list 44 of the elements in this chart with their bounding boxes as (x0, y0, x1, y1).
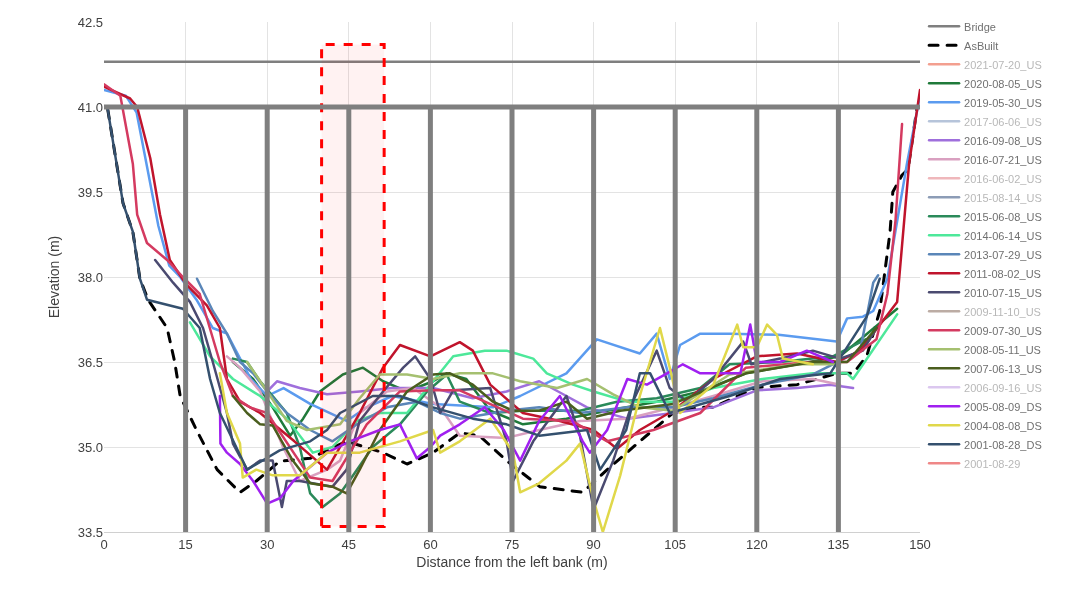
x-tick-label: 60 (423, 536, 438, 552)
legend-label: 2005-08-09_DS (964, 400, 1042, 413)
legend-label: 2015-06-08_US (964, 210, 1042, 223)
x-tick-label: 45 (341, 536, 357, 552)
legend-label: 2013-07-29_US (964, 248, 1042, 261)
legend-label: AsBuilt (964, 39, 999, 52)
x-axis-title: Distance from the left bank (m) (416, 553, 608, 570)
y-tick-label: 39.5 (77, 184, 103, 200)
y-tick-label: 35.0 (77, 439, 103, 455)
x-tick-label: 120 (745, 536, 768, 552)
y-tick-label: 42.5 (77, 14, 103, 30)
legend-label: 2021-07-20_US (964, 58, 1042, 71)
legend-label: 2004-08-08_DS (964, 419, 1042, 432)
legend-label: 2015-08-14_US (964, 191, 1042, 204)
legend-label: 2014-06-14_US (964, 229, 1042, 242)
x-tick-label: 150 (909, 536, 931, 552)
y-tick-label: 38.0 (77, 269, 103, 285)
x-tick-label: 15 (178, 536, 193, 552)
legend-label: 2020-08-05_US (964, 77, 1042, 90)
legend-label: 2010-07-15_US (964, 286, 1042, 299)
x-tick-label: 75 (504, 536, 520, 552)
legend-label: 2001-08-28_DS (964, 438, 1042, 451)
y-tick-label: 33.5 (77, 524, 103, 540)
x-tick-label: 90 (586, 536, 601, 552)
legend-label: 2007-06-13_US (964, 362, 1042, 375)
y-tick-label: 36.5 (77, 354, 103, 370)
legend-label: 2009-11-10_US (964, 305, 1041, 318)
legend-label: 2016-07-21_US (964, 153, 1042, 166)
x-tick-label: 30 (259, 536, 275, 552)
legend-label: 2008-05-11_US (964, 343, 1041, 356)
legend-label: 2017-06-06_US (964, 115, 1042, 128)
legend-label: 2001-08-29 (964, 457, 1021, 470)
legend-label: 2019-05-30_US (964, 96, 1042, 109)
x-tick-label: 0 (100, 536, 108, 552)
legend-label: Bridge (964, 20, 996, 33)
legend-label: 2016-06-02_US (964, 172, 1042, 185)
legend-label: 2009-07-30_US (964, 324, 1042, 337)
y-tick-label: 41.0 (77, 99, 103, 115)
x-tick-label: 135 (827, 536, 850, 552)
legend-label: 2011-08-02_US (964, 267, 1041, 280)
legend-label: 2006-09-16_US (964, 381, 1042, 394)
y-axis-title: Elevation (m) (46, 235, 63, 319)
x-tick-label: 105 (664, 536, 687, 552)
legend-label: 2016-09-08_US (964, 134, 1042, 147)
